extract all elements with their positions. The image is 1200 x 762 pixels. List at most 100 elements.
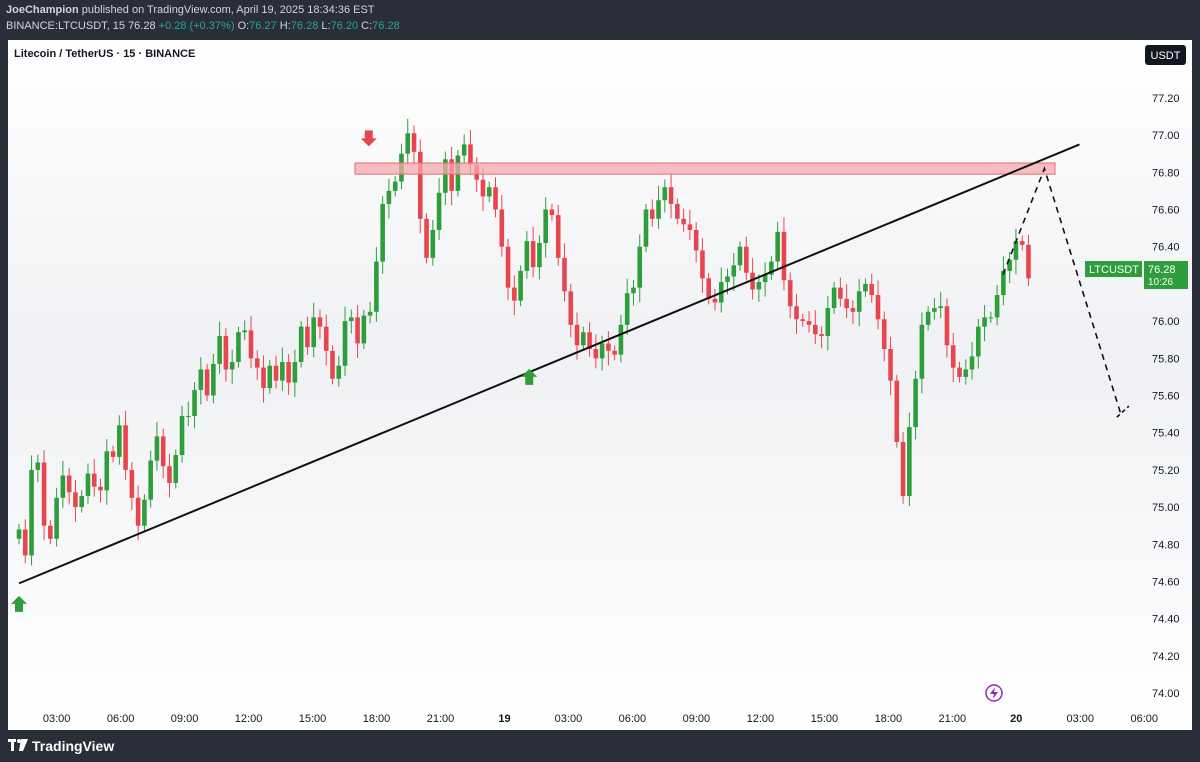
candle-body: [794, 306, 799, 320]
candle: [744, 236, 749, 281]
price-axis[interactable]: 77.2077.0076.8076.6076.4076.2076.0075.80…: [1085, 93, 1188, 700]
price-tick-label: 76.60: [1152, 205, 1180, 217]
price-tick-label: 74.40: [1152, 614, 1180, 626]
candle-body: [449, 159, 454, 191]
candle-body: [612, 350, 617, 355]
price-tick-label: 75.80: [1152, 353, 1180, 365]
candle: [48, 520, 53, 545]
author-line: JoeChampion published on TradingView.com…: [6, 4, 375, 16]
drawings-layer: [11, 130, 1130, 612]
candle-body: [787, 280, 793, 307]
candle: [505, 238, 511, 300]
price-tick-label: 75.40: [1152, 428, 1180, 440]
candle-body: [581, 332, 586, 346]
candle-body: [367, 311, 373, 316]
candle-body: [562, 257, 567, 292]
candle-body: [411, 133, 417, 152]
candle-body: [769, 261, 774, 275]
candle-body: [305, 326, 310, 348]
up-arrow: [521, 368, 538, 385]
candle-body: [254, 358, 260, 368]
candle-body: [110, 451, 116, 457]
candle-body: [574, 324, 580, 346]
time-tick-label: 21:00: [427, 713, 455, 725]
candle: [367, 301, 373, 324]
candle: [549, 203, 555, 221]
candle-body: [950, 345, 956, 368]
candle: [969, 341, 975, 380]
candle-body: [555, 215, 561, 258]
candle: [1026, 234, 1031, 287]
candle: [417, 139, 423, 234]
candle: [957, 362, 962, 383]
candle: [731, 253, 737, 291]
candle: [73, 479, 78, 522]
candle-body: [217, 335, 222, 364]
candle: [631, 279, 636, 306]
chart-title: Litecoin / TetherUS · 15 · BINANCE: [14, 48, 195, 60]
candle-body: [461, 144, 467, 156]
price-tick-label: 76.00: [1152, 316, 1180, 328]
candle: [593, 334, 599, 369]
candle: [530, 226, 536, 278]
down-arrow: [360, 130, 377, 147]
candle: [392, 176, 398, 197]
candle-body: [863, 283, 868, 292]
candle: [217, 321, 222, 374]
candle: [612, 345, 617, 361]
candle: [192, 382, 197, 429]
candle: [762, 262, 768, 297]
candle-body: [123, 425, 128, 470]
candle: [618, 314, 624, 363]
lightning-icon[interactable]: [985, 684, 1003, 702]
candle: [173, 449, 179, 489]
candle: [606, 331, 611, 366]
candle: [787, 272, 793, 319]
candle-body: [73, 492, 78, 508]
candle-body: [756, 282, 762, 290]
candle-body: [317, 317, 323, 327]
candle-body: [969, 356, 975, 370]
candle-body: [963, 369, 969, 377]
author-name[interactable]: JoeChampion: [6, 4, 79, 16]
chart-container[interactable]: Litecoin / TetherUS · 15 · BINANCE 77.20…: [8, 40, 1192, 730]
candle: [311, 302, 316, 358]
price-tick-label: 77.20: [1152, 93, 1180, 105]
candle-body: [261, 367, 266, 389]
candle-body: [549, 209, 555, 216]
candle: [54, 487, 59, 547]
candle-body: [443, 159, 448, 193]
candle-body: [1026, 244, 1031, 279]
candle: [894, 375, 900, 448]
candle-body: [888, 349, 893, 381]
candle: [775, 221, 780, 270]
candle-body: [512, 287, 517, 301]
price-chart[interactable]: Litecoin / TetherUS · 15 · BINANCE 77.20…: [8, 40, 1192, 730]
candle: [562, 243, 567, 302]
candle: [656, 185, 661, 229]
candle-body: [894, 380, 900, 443]
candle-body: [919, 324, 925, 379]
candle-body: [160, 436, 166, 467]
time-tick-label: 12:00: [235, 713, 263, 725]
candle-body: [662, 187, 668, 201]
candle: [267, 360, 273, 394]
candle: [919, 312, 925, 394]
candle: [254, 350, 260, 380]
currency-badge[interactable]: [1145, 45, 1186, 65]
candle-body: [687, 224, 693, 230]
candle-body: [361, 315, 367, 344]
candle-body: [925, 311, 931, 325]
candle-body: [267, 365, 273, 389]
candle-body: [681, 218, 686, 225]
candle-body: [1007, 259, 1012, 271]
candle-body: [54, 497, 59, 539]
publication-header: JoeChampion published on TradingView.com…: [0, 0, 1200, 40]
candle: [938, 291, 943, 319]
candle-body: [298, 326, 304, 363]
candle: [160, 428, 166, 479]
tradingview-brand[interactable]: TradingView: [8, 738, 114, 754]
candle-body: [844, 298, 849, 309]
candle: [286, 354, 291, 395]
time-axis[interactable]: 03:00 06:00 09:00 12:00 15:00 18:00 21:00 19 03:…: [43, 713, 1158, 725]
